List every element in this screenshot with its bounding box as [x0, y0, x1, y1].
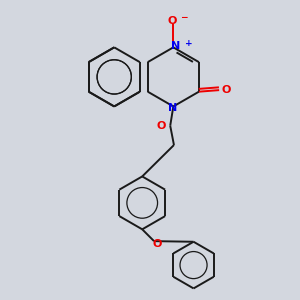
Text: O: O [221, 85, 231, 94]
Text: O: O [157, 121, 166, 131]
Text: −: − [180, 13, 188, 22]
Text: O: O [167, 16, 176, 26]
Text: N: N [171, 41, 180, 51]
Text: O: O [152, 239, 162, 249]
Text: N: N [168, 103, 177, 113]
Text: +: + [185, 39, 193, 48]
